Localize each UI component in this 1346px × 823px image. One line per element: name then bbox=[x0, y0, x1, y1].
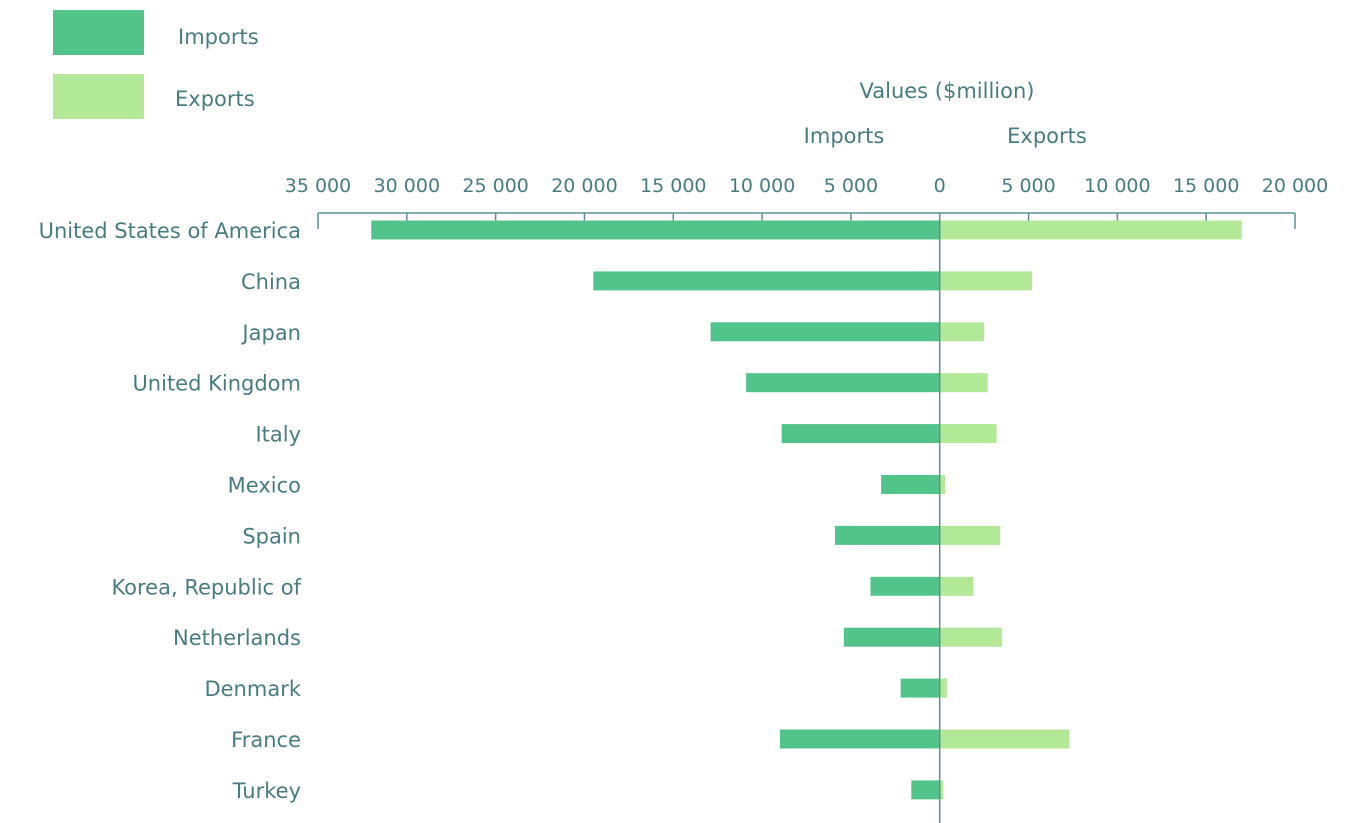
exports-bar bbox=[939, 220, 1242, 240]
category-label: Mexico bbox=[228, 474, 301, 498]
imports-bar bbox=[900, 678, 940, 698]
x-tick-label: 15 000 bbox=[1173, 175, 1239, 197]
imports-bar bbox=[746, 373, 940, 393]
imports-bar bbox=[881, 475, 940, 494]
exports-side-label: Exports bbox=[1007, 124, 1087, 148]
x-tick-label: 10 000 bbox=[729, 175, 795, 197]
exports-series bbox=[939, 220, 1242, 800]
imports-bar bbox=[593, 271, 940, 291]
x-tick-label: 5 000 bbox=[1001, 175, 1055, 197]
legend-exports-label: Exports bbox=[175, 87, 255, 111]
x-tick-label: 35 000 bbox=[285, 175, 351, 197]
imports-series bbox=[371, 220, 940, 800]
category-label: United States of America bbox=[39, 219, 301, 243]
x-axis bbox=[317, 212, 1296, 229]
category-label: Spain bbox=[242, 524, 301, 548]
category-label: China bbox=[241, 270, 301, 294]
category-label: Korea, Republic of bbox=[111, 575, 301, 599]
category-label: France bbox=[231, 728, 301, 752]
exports-bar bbox=[939, 373, 988, 393]
category-label: Netherlands bbox=[173, 626, 301, 650]
category-label: Japan bbox=[240, 321, 301, 345]
legend: Imports Exports bbox=[53, 10, 259, 119]
exports-bar bbox=[939, 627, 1002, 647]
imports-bar bbox=[843, 627, 940, 647]
x-tick-label: 0 bbox=[934, 175, 946, 197]
category-label: Denmark bbox=[204, 677, 301, 701]
imports-bar bbox=[781, 424, 940, 444]
axis-title: Values ($million) bbox=[860, 79, 1035, 103]
category-label: Italy bbox=[255, 423, 301, 447]
exports-bar bbox=[939, 271, 1033, 291]
x-tick-label: 5 000 bbox=[824, 175, 878, 197]
exports-bar bbox=[939, 322, 985, 342]
exports-bar bbox=[939, 475, 946, 494]
exports-bar bbox=[939, 780, 944, 800]
imports-bar bbox=[911, 780, 940, 800]
imports-side-label: Imports bbox=[804, 124, 885, 148]
legend-imports-swatch bbox=[53, 10, 144, 55]
x-tick-label: 25 000 bbox=[462, 175, 528, 197]
imports-bar bbox=[870, 576, 940, 596]
category-label: United Kingdom bbox=[132, 372, 301, 396]
x-tick-label: 20 000 bbox=[551, 175, 617, 197]
exports-bar bbox=[939, 729, 1070, 749]
x-axis-tick-labels: 35 000 30 000 25 000 20 000 15 000 10 000 5 00… bbox=[285, 175, 1328, 197]
exports-bar bbox=[939, 525, 1001, 545]
exports-bar bbox=[939, 678, 947, 698]
x-tick-label: 30 000 bbox=[374, 175, 440, 197]
category-labels: United States of America China Japan United… bbox=[39, 219, 302, 803]
imports-bar bbox=[710, 322, 940, 342]
exports-bar bbox=[939, 576, 974, 596]
x-tick-label: 10 000 bbox=[1084, 175, 1150, 197]
imports-bar bbox=[779, 729, 940, 749]
x-tick-label: 15 000 bbox=[640, 175, 706, 197]
imports-bar bbox=[371, 220, 940, 240]
imports-bar bbox=[834, 525, 940, 545]
legend-imports-label: Imports bbox=[178, 25, 259, 49]
x-tick-label: 20 000 bbox=[1262, 175, 1328, 197]
category-label: Turkey bbox=[232, 779, 301, 803]
exports-bar bbox=[939, 424, 997, 444]
legend-exports-swatch bbox=[53, 74, 144, 119]
